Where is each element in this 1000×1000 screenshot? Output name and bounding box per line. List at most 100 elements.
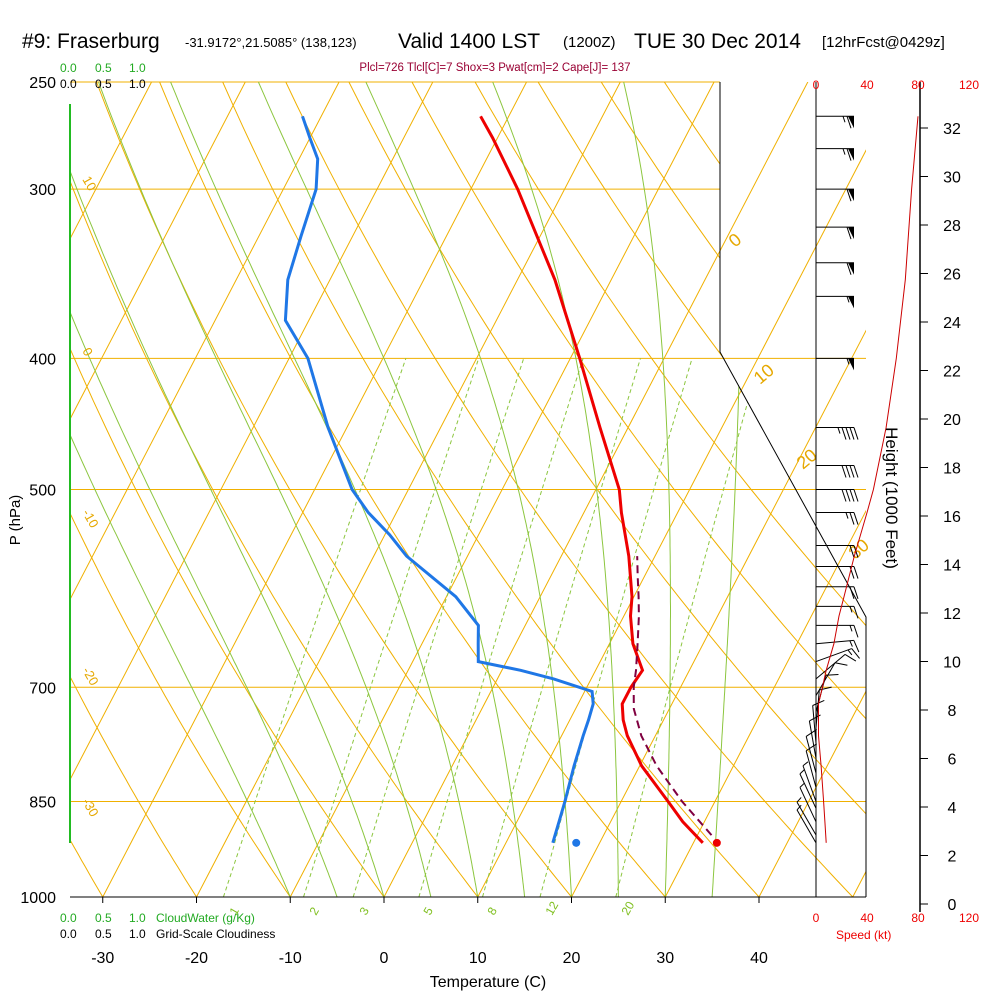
barb-half-flag [802,761,809,767]
y-axis-label: P (hPa) [7,495,24,546]
wind-barb-480 [816,465,859,478]
barb-flag [841,489,847,502]
barb-flag [849,545,855,558]
height-tick-label-6: 6 [948,752,957,769]
cloud-bottom-black-2: 1.0 [129,927,146,941]
moist-adiabat-0 [70,82,385,897]
mixing-ratio-12 [539,358,693,897]
barb-half-flag [849,606,853,613]
barb-flag [849,465,855,478]
mixing-ratio-label-12: 12 [542,899,561,918]
wind-barbs [796,115,860,844]
moist-adiabat--5 [70,82,338,897]
wind-barb-690 [815,654,857,680]
barb-half-flag [796,797,802,803]
dry-adiabat-label-20: 20 [793,445,821,473]
barb-flag [845,489,851,502]
speed-scale-bottom: 0 40 80 120 Speed (kt) [813,911,980,942]
dry-adiabat-60 [286,82,866,897]
dry-adiabat-50 [227,82,866,897]
wind-barb-400 [816,357,854,371]
barb-flag [834,662,848,666]
barb-staff [799,787,817,823]
x-tick-label-40: 40 [750,950,768,967]
isotherms [70,82,866,897]
height-tick-label-16: 16 [943,509,961,526]
barb-flag [851,648,860,659]
x-tick-label-20: 20 [563,950,581,967]
speed-top-120: 120 [959,78,979,92]
mixing-ratio-label-8: 8 [484,904,500,917]
cloud-top-green-1: 0.5 [95,61,112,75]
wind-barb-610 [816,605,859,619]
x-tick-label-10: 10 [469,950,487,967]
wind-barb-520 [816,512,859,525]
barb-flag [805,743,817,752]
barb-half-flag [842,148,846,155]
barb-flag [849,586,855,599]
mixing-ratio-label-2: 2 [306,904,322,917]
barb-staff [805,750,817,788]
barb-flag [841,465,847,478]
barb-staff [815,639,854,645]
cloud-bottom-black-1: 0.5 [95,927,112,941]
x-tick-label--10: -10 [279,950,302,967]
isotherm-label--20: -20 [79,664,101,688]
valid-date: TUE 30 Dec 2014 [634,30,801,53]
surface-dewpoint-marker [572,838,581,847]
wind-barb-750 [815,686,832,728]
barb-staff [815,689,820,728]
barb-flag [846,116,852,129]
cloud-top-black-0: 0.0 [60,77,77,91]
cloud-bottom-black-0: 0.0 [60,927,77,941]
height-axis-label: Height (1000 Feet) [882,427,901,569]
station-title: #9: Fraserburg [22,30,160,53]
isotherm--40 [70,82,434,781]
p-tick-label-850: 850 [29,794,56,811]
dry-adiabat-30 [109,82,691,897]
wind-barb-830 [805,743,817,788]
x-axis-label: Temperature (C) [430,974,546,991]
height-tick-label-4: 4 [948,800,957,817]
temperature-trace [479,115,704,844]
isotherm-label--10: -10 [79,507,101,531]
barb-flag [845,465,851,478]
barb-pennant [848,227,854,240]
barb-flag [846,189,852,202]
x-tick-label-30: 30 [656,950,674,967]
height-tick-label-18: 18 [943,461,961,478]
isotherm-label-10: 10 [79,173,99,193]
wind-barb-280 [816,148,854,161]
wind-barb-590 [816,586,859,599]
isotherm-30 [664,509,866,897]
height-tick-label-32: 32 [943,121,961,138]
cloud-bottom-green-1: 0.5 [95,911,112,925]
dry-adiabat--10 [70,82,311,897]
cloud-top-green-0: 0.0 [60,61,77,75]
height-tick-label-14: 14 [943,558,961,575]
barb-flag [853,512,859,525]
barb-staff [799,773,817,809]
barb-staff [802,765,817,802]
cloud-bottom-green-2: 1.0 [129,911,146,925]
barb-flag [853,427,859,440]
surface-temperature-marker [712,838,721,847]
barb-flag [846,148,852,161]
dry-adiabat-70 [346,82,866,897]
mixing-ratio-lines [222,358,761,897]
barb-staff [815,654,846,680]
utc-time: (1200Z) [563,34,616,51]
p-tick-label-300: 300 [29,182,56,199]
dry-adiabat-10 [70,82,501,897]
valid-time: Valid 1400 LST [398,30,540,53]
isotherm--10 [289,82,715,897]
barb-flag [853,606,859,619]
height-tick-label-2: 2 [948,849,957,866]
mixing-ratio-1 [222,358,407,897]
barb-flag [849,427,855,440]
barb-staff [812,705,817,744]
barb-flag [819,686,832,691]
wind-barb-850 [802,761,817,802]
